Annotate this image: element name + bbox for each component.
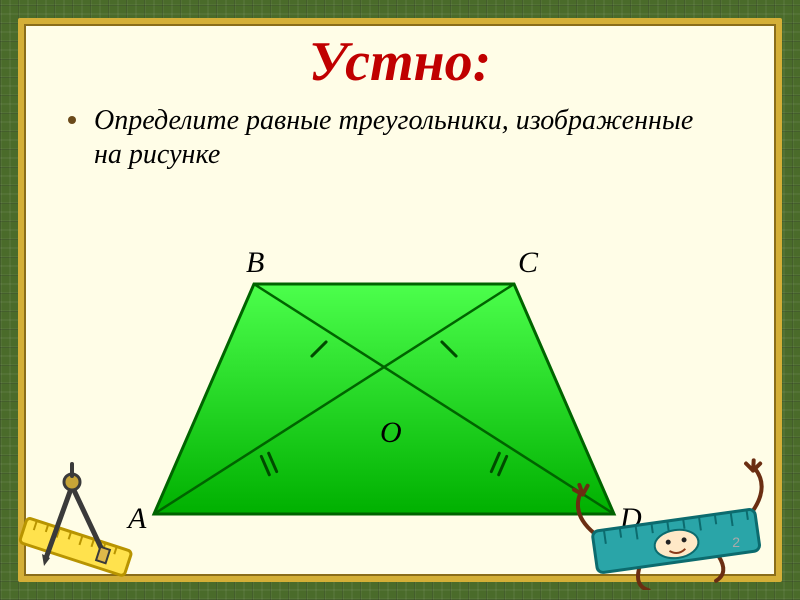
ruler-mascot (566, 450, 786, 590)
tools-mascot (12, 450, 152, 590)
task-text-block: Определите равные треугольники, изображе… (94, 104, 726, 172)
vertex-label-c: C (518, 246, 538, 280)
page-number: 2 (732, 534, 740, 550)
gold-frame: Устно: Определите равные треугольники, и… (18, 18, 782, 582)
slide-content: Устно: Определите равные треугольники, и… (24, 24, 776, 576)
vertex-label-b: B (246, 246, 264, 280)
slide-title: Устно: (24, 30, 776, 94)
bullet-icon (68, 116, 76, 124)
task-text: Определите равные треугольники, изображе… (94, 105, 693, 170)
trapezoid (154, 284, 614, 514)
vertex-label-o: O (380, 416, 402, 450)
slide-frame: Устно: Определите равные треугольники, и… (0, 0, 800, 600)
